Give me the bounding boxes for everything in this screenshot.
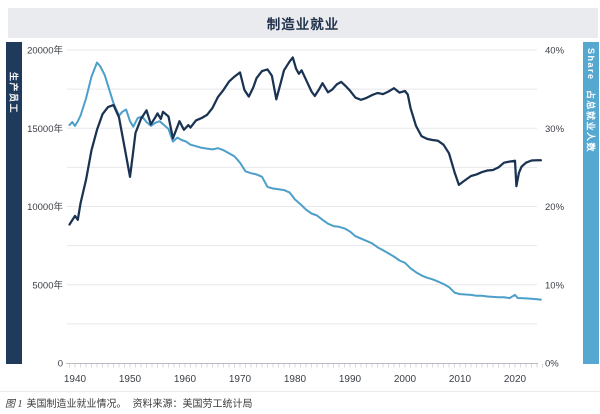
left-axis-tick-labels: 20000年 15000年 10000年 5000年 0 (27, 45, 63, 370)
employment-share-line (68, 61, 542, 301)
figure-number-label: 图 1 (5, 399, 23, 410)
right-axis-legend-label-zh: 占总就业人数 (585, 89, 596, 153)
production-workers-line (68, 56, 543, 226)
gridlines (67, 49, 537, 325)
left-axis-tick-label: 20000年 (27, 45, 63, 57)
left-axis-legend-strip: 生产员工 (6, 42, 22, 364)
left-axis-legend-label: 生产员工 (8, 72, 19, 115)
left-axis-tick-label: 5000年 (32, 279, 63, 291)
x-axis-tick-label: 1940 (64, 374, 87, 385)
figure-caption-text: 美国制造业就业情况。 (26, 399, 127, 410)
chart-title: 制造业就业 (266, 17, 340, 32)
right-axis-tick-label: 40% (545, 46, 565, 57)
figure-caption: 图 1 美国制造业就业情况。 资料来源：美国劳工统计局 (5, 395, 565, 410)
x-axis-tick-label: 1950 (119, 374, 142, 385)
left-axis-tick-label: 0 (58, 359, 63, 370)
x-axis-tick-label: 1990 (339, 374, 362, 385)
right-axis-tick-label: 10% (545, 280, 565, 291)
x-axis-tick-label: 2010 (449, 374, 472, 385)
figure-source-label: 资料来源： (132, 399, 183, 410)
figure-source: 美国劳工统计局 (182, 399, 253, 410)
right-axis-tick-labels: 40% 30% 20% 10% 0% (545, 46, 565, 370)
x-axis-tick-label: 1960 (174, 374, 197, 385)
x-axis-tick-labels: 1940 1950 1960 1970 1980 1990 2000 2010 2020 (64, 374, 527, 385)
right-axis-legend-label-en: Share (586, 48, 596, 81)
x-axis-tick-label: 1980 (284, 374, 307, 385)
x-axis-tick-label: 2000 (394, 374, 417, 385)
x-axis-tick-label: 1970 (229, 374, 252, 385)
x-axis-ticks (69, 364, 543, 368)
x-axis-tick-label: 2020 (504, 374, 527, 385)
figure-bottom-divider (0, 391, 600, 392)
right-axis-tick-label: 20% (545, 202, 565, 213)
right-axis-tick-label: 30% (545, 124, 565, 135)
right-axis-legend-strip: Share 占总就业人数 (583, 42, 599, 364)
left-axis-tick-label: 10000年 (27, 201, 63, 213)
chart-title-bar: 制造业就业 (8, 8, 598, 38)
right-axis-tick-label: 0% (545, 359, 559, 370)
left-axis-tick-label: 15000年 (27, 123, 63, 135)
